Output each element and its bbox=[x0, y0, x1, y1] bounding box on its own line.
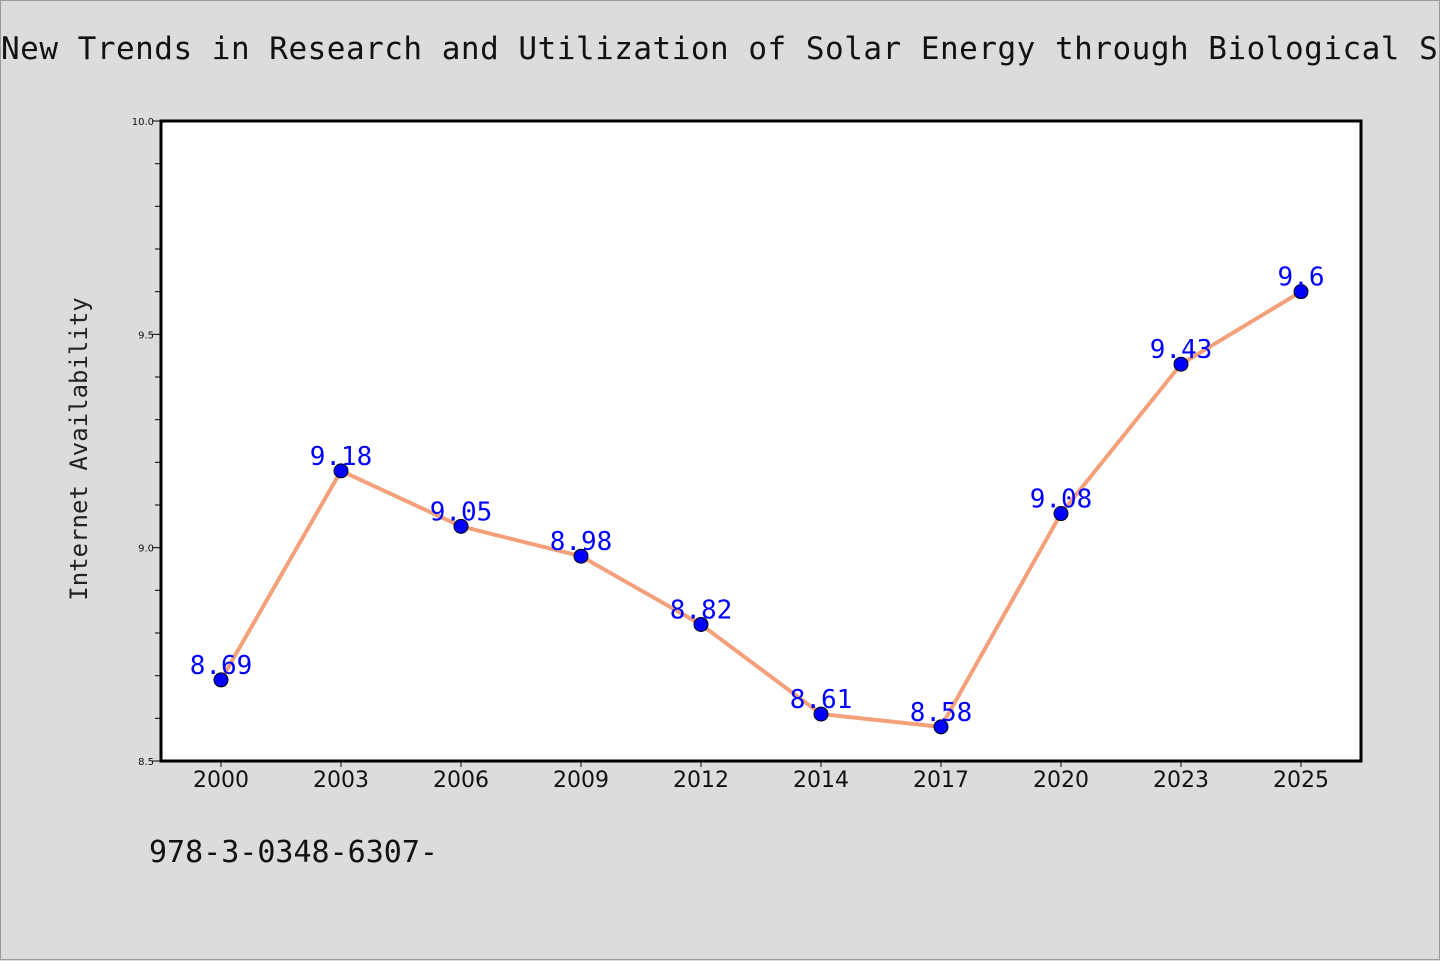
data-label: 8.98 bbox=[550, 527, 613, 557]
x-tick-label: 2000 bbox=[193, 768, 249, 793]
x-tick-label: 2009 bbox=[553, 768, 609, 793]
y-tick-label: 10.0 bbox=[132, 117, 154, 128]
series-line-group bbox=[219, 289, 1303, 729]
x-tick-label: 2020 bbox=[1033, 768, 1089, 793]
data-point bbox=[573, 548, 589, 564]
data-point bbox=[1053, 506, 1069, 522]
plot-area bbox=[161, 121, 1361, 761]
data-label: 9.18 bbox=[310, 442, 373, 472]
x-tick-label: 2025 bbox=[1273, 768, 1329, 793]
data-label: 9.08 bbox=[1030, 485, 1093, 515]
data-point bbox=[1293, 284, 1309, 300]
x-tick-label: 2012 bbox=[673, 768, 729, 793]
x-axis-ticks: 2000 2003 2006 2009 2012 2014 2017 2020 2023 2025 bbox=[193, 761, 1329, 793]
data-point bbox=[813, 706, 829, 722]
data-point bbox=[453, 518, 469, 534]
footer-code: 978-3-0348-6307- bbox=[149, 835, 438, 870]
y-axis-ticks: 8.5 9.0 9.5 10.0 bbox=[132, 117, 161, 768]
data-label: 8.58 bbox=[910, 698, 973, 728]
data-label: 8.69 bbox=[190, 651, 253, 681]
x-tick-label: 2014 bbox=[793, 768, 849, 793]
data-point-group bbox=[213, 284, 1309, 735]
x-tick-label: 2003 bbox=[313, 768, 369, 793]
y-tick-label: 9.5 bbox=[138, 330, 154, 341]
data-label: 9.43 bbox=[1150, 335, 1213, 365]
data-label-group: 8.69 9.18 9.05 8.98 8.82 8.61 8.58 9.08 9.43 9.6 bbox=[190, 263, 1325, 728]
data-label: 8.82 bbox=[670, 595, 733, 625]
x-tick-label: 2006 bbox=[433, 768, 489, 793]
data-point bbox=[693, 616, 709, 632]
x-tick-label: 2023 bbox=[1153, 768, 1209, 793]
data-label: 9.6 bbox=[1278, 263, 1325, 293]
y-tick-label: 8.5 bbox=[138, 757, 154, 768]
x-tick-label: 2017 bbox=[913, 768, 969, 793]
data-label: 9.05 bbox=[430, 497, 493, 527]
data-point bbox=[213, 672, 229, 688]
data-point bbox=[933, 719, 949, 735]
plot-frame bbox=[159, 119, 1363, 763]
data-point bbox=[333, 463, 349, 479]
data-point bbox=[1173, 356, 1189, 372]
y-tick-label: 9.0 bbox=[138, 544, 154, 555]
data-label: 8.61 bbox=[790, 685, 853, 715]
series-line bbox=[219, 289, 1303, 729]
chart-title: New Trends in Research and Utilization o… bbox=[1, 31, 1440, 67]
